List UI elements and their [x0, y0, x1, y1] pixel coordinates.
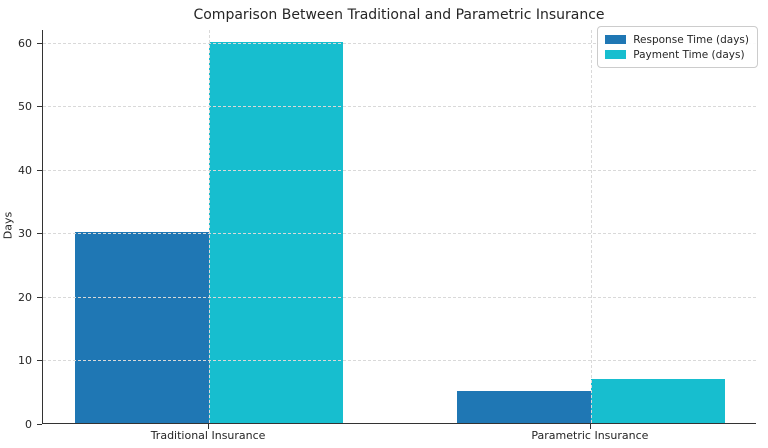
- y-tick-label-50: 50: [18, 100, 32, 114]
- gridline-x-traditional-insurance: [209, 30, 211, 423]
- y-tick-label-40: 40: [18, 163, 32, 177]
- bar-payment-time-days-traditional-insurance: [209, 41, 343, 423]
- plot-area: [42, 30, 756, 424]
- gridline-y-30: [43, 233, 756, 235]
- legend-label-payment-time: Payment Time (days): [633, 48, 745, 61]
- bar-response-time-days-parametric-insurance: [457, 391, 591, 423]
- y-tick-mark-10: [37, 360, 42, 362]
- y-tick-label-10: 10: [18, 354, 32, 368]
- gridline-y-10: [43, 360, 756, 362]
- bar-response-time-days-traditional-insurance: [75, 232, 210, 423]
- y-tick-label-20: 20: [18, 290, 32, 304]
- gridline-y-60: [43, 42, 756, 44]
- x-tick-mark-parametric-insurance: [589, 424, 591, 429]
- y-tick-mark-0: [37, 424, 42, 425]
- y-axis-label: Days: [1, 211, 15, 240]
- y-tick-mark-50: [37, 106, 42, 108]
- legend: Response Time (days) Payment Time (days): [597, 26, 758, 68]
- gridline-y-50: [43, 106, 756, 108]
- x-tick-mark-traditional-insurance: [208, 424, 210, 429]
- x-tick-label-parametric-insurance: Parametric Insurance: [531, 429, 649, 442]
- legend-item-response-time: Response Time (days): [605, 32, 749, 47]
- chart-title: Comparison Between Traditional and Param…: [193, 7, 605, 23]
- gridline-y-40: [43, 169, 756, 171]
- y-tick-label-0: 0: [25, 418, 32, 431]
- bar-payment-time-days-parametric-insurance: [590, 378, 725, 423]
- y-tick-mark-40: [37, 169, 42, 171]
- y-tick-label-30: 30: [18, 227, 32, 241]
- legend-item-payment-time: Payment Time (days): [605, 47, 749, 62]
- legend-label-response-time: Response Time (days): [633, 33, 749, 46]
- y-tick-mark-30: [37, 233, 42, 235]
- x-tick-label-traditional-insurance: Traditional Insurance: [150, 429, 266, 442]
- legend-swatch-payment-time-icon: [605, 50, 627, 59]
- y-tick-mark-20: [37, 296, 42, 298]
- y-tick-label-60: 60: [18, 36, 32, 50]
- gridline-y-20: [43, 296, 756, 298]
- legend-swatch-response-time-icon: [605, 35, 627, 44]
- y-tick-mark-60: [37, 42, 42, 44]
- gridline-x-parametric-insurance: [590, 30, 592, 423]
